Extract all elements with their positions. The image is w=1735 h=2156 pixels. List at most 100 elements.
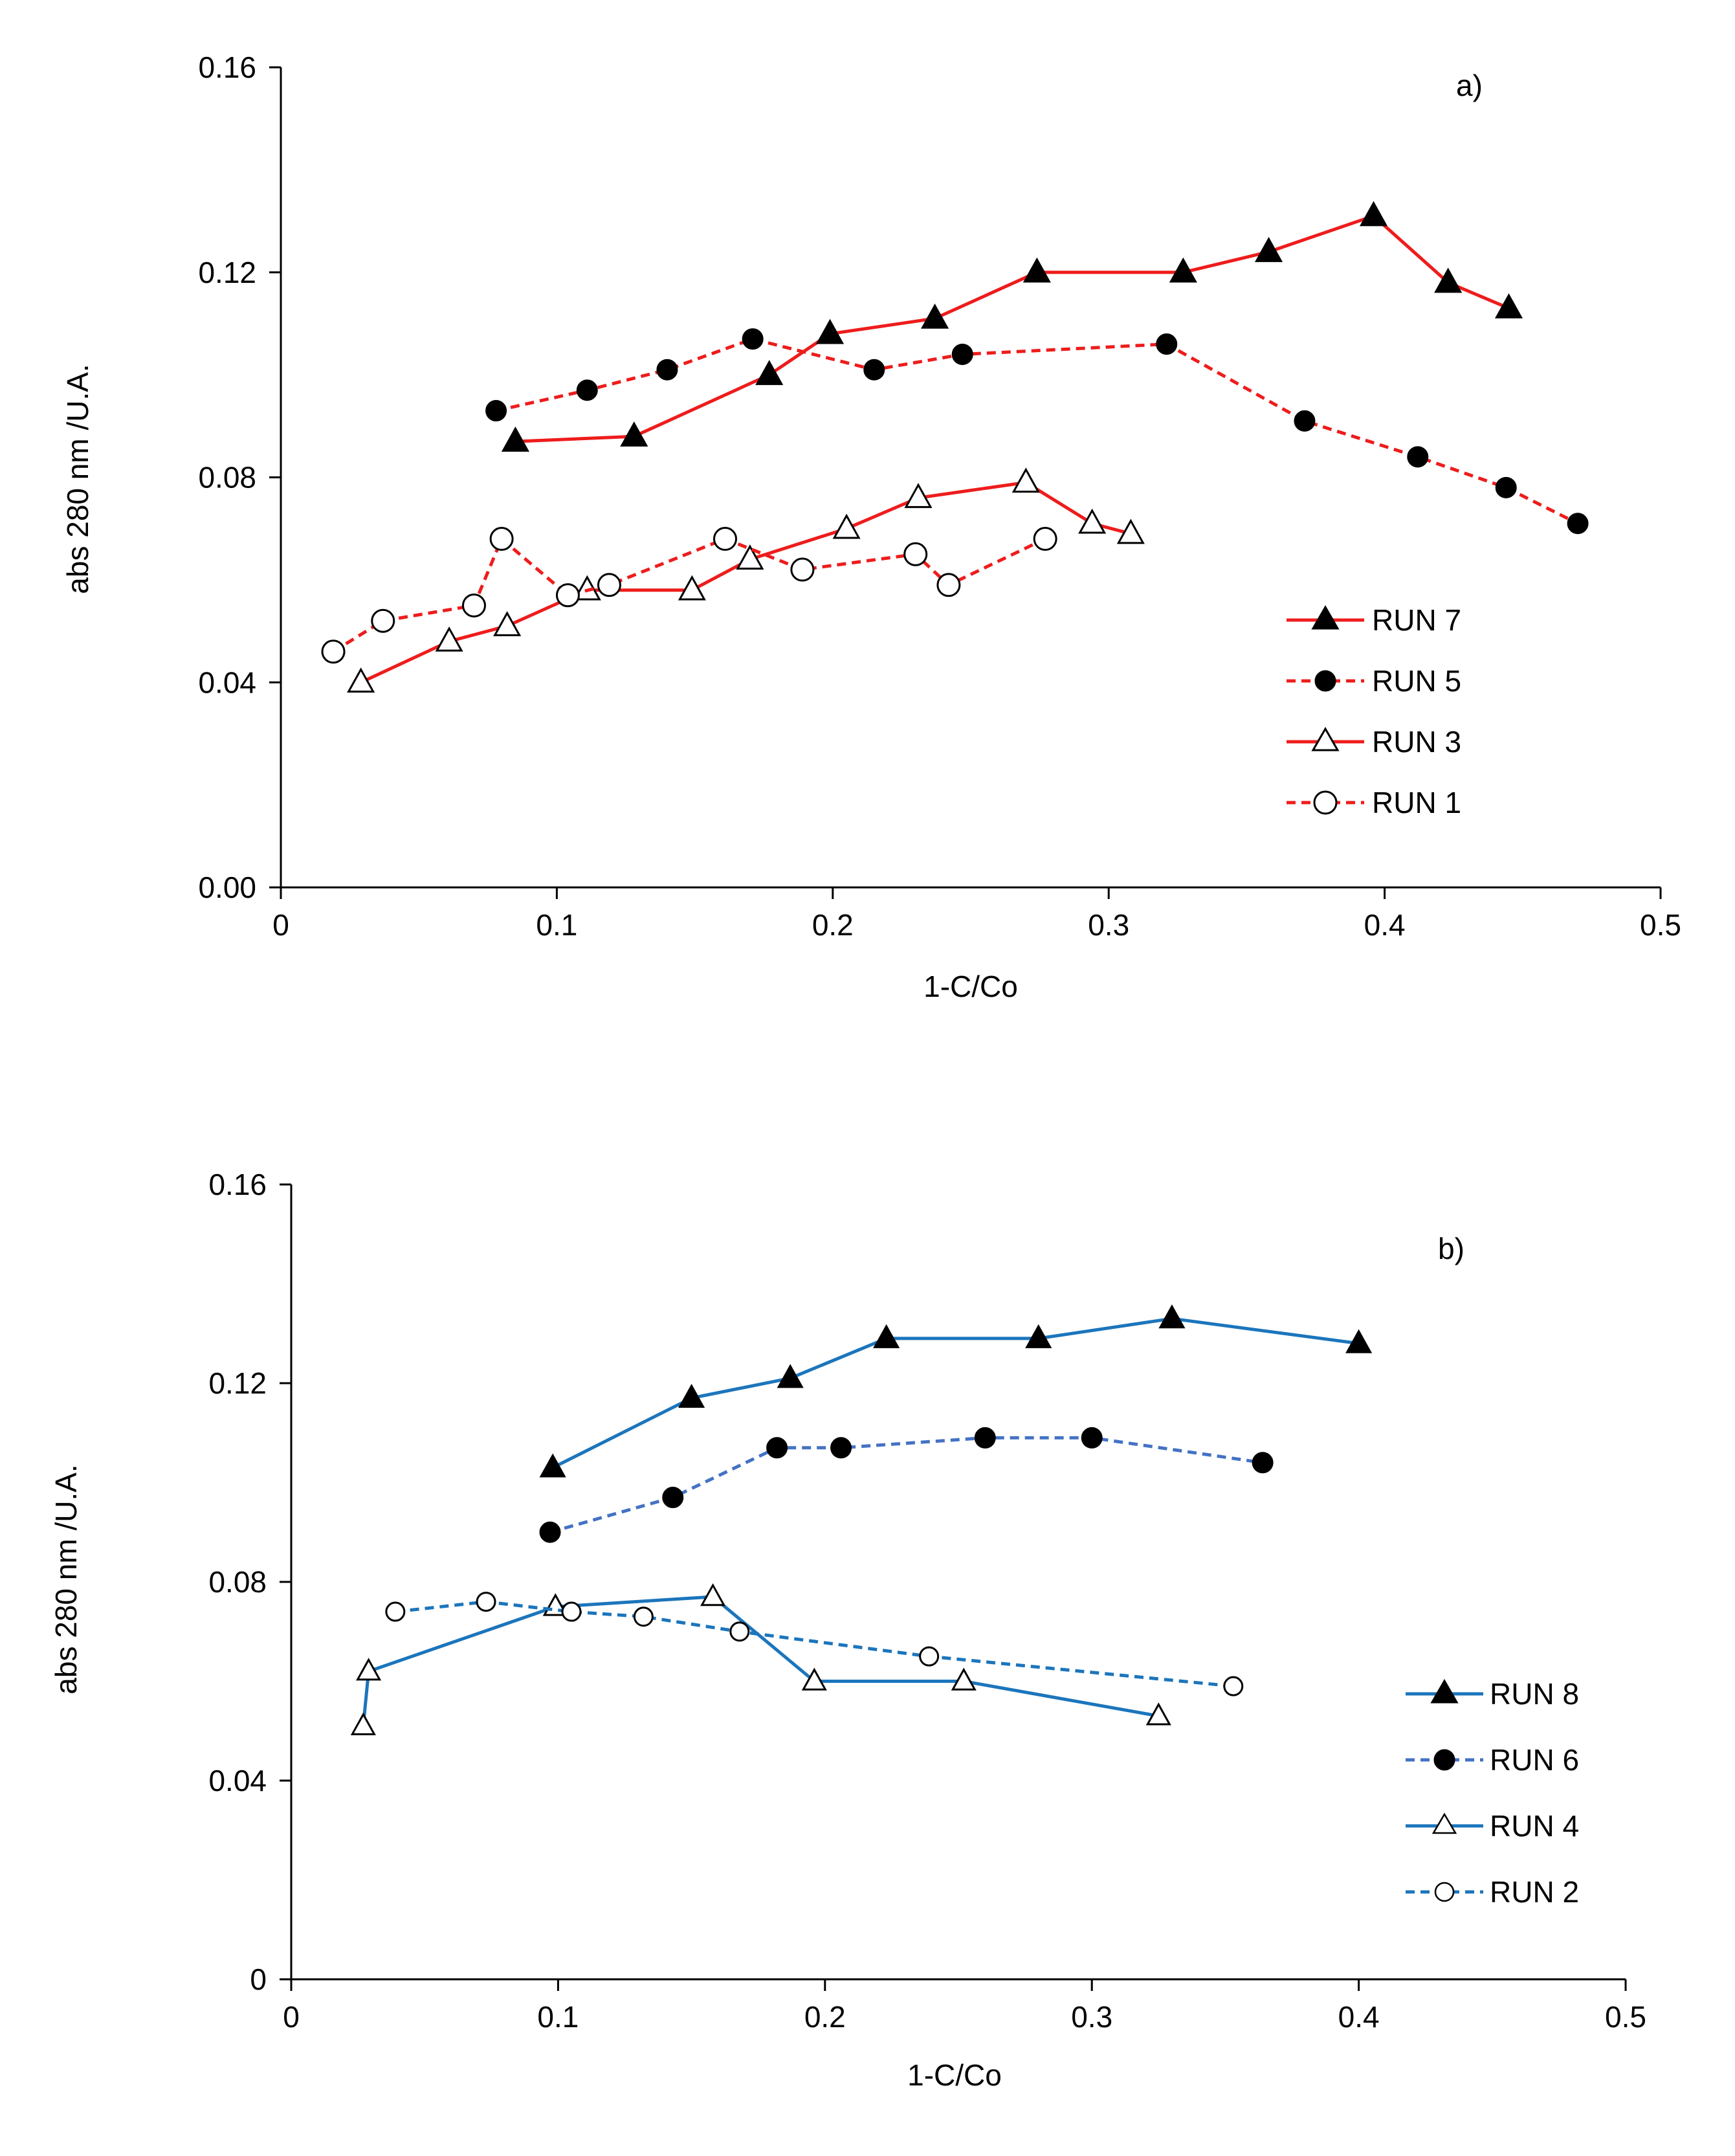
x-tick-label: 0.3 [1088,908,1129,942]
legend-item-run-3: RUN 3 [1287,725,1461,759]
data-point [1156,333,1178,355]
data-point [1078,508,1107,534]
series-run-8 [539,1304,1373,1478]
legend-item-run-1: RUN 1 [1287,786,1461,819]
data-point [1494,293,1523,318]
data-point [1254,237,1283,262]
data-point [863,359,885,381]
data-point [501,427,529,452]
panel-label: b) [1438,1232,1464,1265]
series-line [332,537,1046,653]
y-axis-title: abs 280 nm /U.A. [49,1464,83,1694]
series-run-5 [485,328,1589,535]
data-point [729,1621,750,1642]
x-axis-title: 1-C/Co [923,970,1018,1003]
legend-label: RUN 7 [1372,603,1461,637]
data-point [742,328,764,350]
x-axis-title: 1-C/Co [907,2058,1002,2092]
data-point [476,1592,496,1612]
data-point [921,303,949,329]
data-point [936,573,961,597]
data-point [539,1453,566,1478]
x-tick-label: 0.4 [1338,2000,1380,2034]
data-point [873,1324,900,1348]
data-point [755,360,784,385]
series-run-4 [350,1583,1171,1735]
y-axis-title: abs 280 nm /U.A. [61,364,94,594]
x-tick-label: 0.1 [537,2000,579,2034]
x-tick-label: 0.3 [1071,2000,1112,2034]
data-point [1252,1452,1274,1474]
legend-item-run-4: RUN 4 [1406,1809,1579,1843]
data-point [371,608,395,633]
data-point [832,513,861,539]
y-tick-label: 0.04 [198,665,256,699]
panel-label: a) [1456,69,1483,102]
legend-marker [1433,1749,1455,1771]
legend-marker [1431,1812,1457,1834]
axis-ticks: 0 0.04 0.08 0.12 0.16 0 0.1 0.2 0.3 0.4 0.5 [208,1168,1646,2034]
data-point [974,1427,996,1449]
data-point [1495,476,1517,498]
data-point [951,343,973,365]
chart-panel-a: 0.000.040.080.120.160 0.1 0.2 0.3 0.4 0.5 a) … [61,50,1681,1003]
data-point [347,667,375,693]
series-layer [350,1304,1373,1735]
data-point [1158,1304,1186,1329]
series-line [361,1595,1159,1726]
series-line [360,480,1131,684]
data-point [1223,1676,1244,1696]
legend-marker [1313,790,1338,815]
legend-item-run-5: RUN 5 [1287,664,1461,698]
legend-marker [1434,1882,1455,1902]
series-run-3 [347,467,1145,693]
data-point [1434,267,1463,293]
legend: RUN 7 RUN 5 RUN 3 RUN 1 [1287,603,1461,819]
legend-marker [1311,605,1340,630]
data-point [1407,446,1429,468]
data-point [903,542,928,566]
legend-marker [1430,1678,1459,1704]
series-line [549,1436,1263,1534]
data-point [1359,201,1388,227]
x-tick-label: 0.5 [1605,2000,1646,2034]
data-point [678,1384,705,1408]
series-layer [321,201,1589,693]
legend-label: RUN 4 [1490,1809,1579,1843]
legend-item-run-6: RUN 6 [1406,1743,1579,1777]
legend-item-run-7: RUN 7 [1287,603,1461,637]
data-point [1116,518,1145,544]
chart-panel-b: 0 0.04 0.08 0.12 0.16 0 0.1 0.2 0.3 0.4 0.5 b) 1-C… [49,1168,1646,2092]
data-point [555,583,580,608]
x-tick-label: 0.2 [812,908,854,942]
data-point [951,1667,977,1691]
data-point [1025,1324,1052,1348]
data-point [700,1583,726,1606]
data-point [576,379,598,401]
series-line [515,214,1510,443]
legend-marker [1311,726,1340,751]
data-point [1011,467,1040,493]
data-point [736,544,764,570]
data-point [904,483,933,508]
data-point [815,318,845,344]
y-tick-label: 0.04 [208,1764,267,1797]
legend-label: RUN 8 [1490,1677,1579,1711]
data-point [350,1712,376,1735]
data-point [597,573,621,597]
y-tick-label: 0 [250,1962,267,1996]
data-point [493,611,522,636]
legend-label: RUN 5 [1372,664,1461,698]
data-point [1145,1702,1171,1726]
data-point [656,359,678,381]
x-tick-label: 0 [283,2000,300,2034]
y-tick-label: 0.00 [198,871,256,904]
data-point [801,1667,827,1691]
x-tick-label: 0.2 [804,2000,846,2034]
data-point [321,639,346,664]
data-point [633,1606,654,1627]
x-tick-label: 0 [272,908,289,942]
data-point [539,1521,561,1543]
data-point [830,1437,852,1459]
data-point [1169,257,1197,283]
